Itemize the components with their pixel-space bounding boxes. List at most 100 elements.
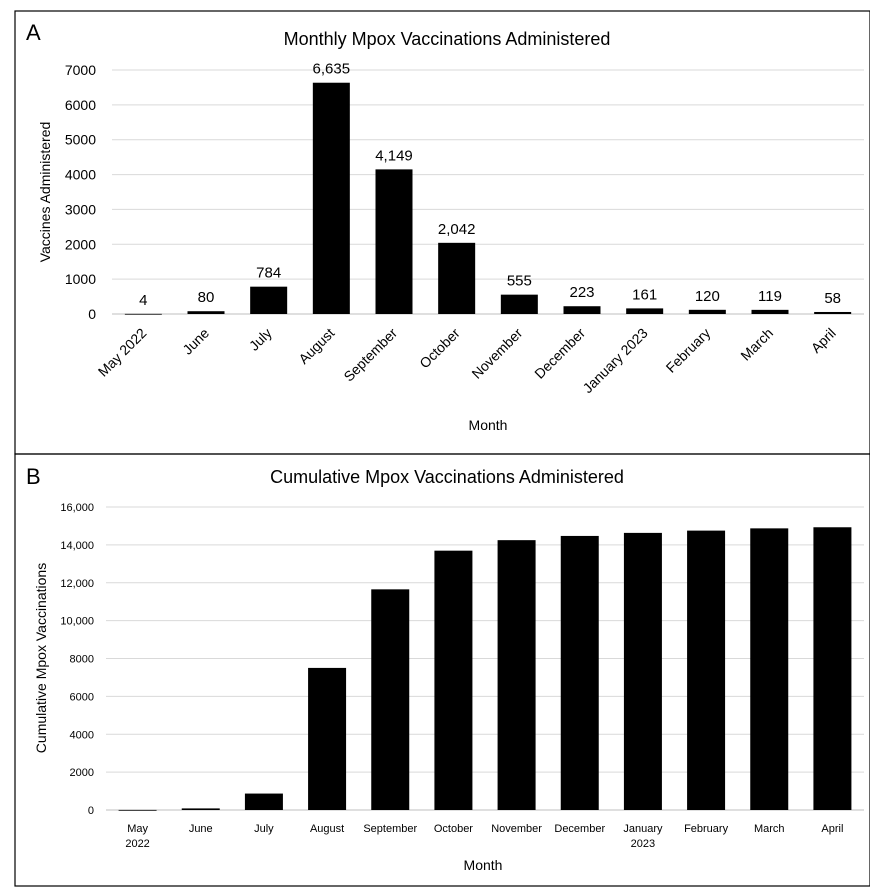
panel-a-data-label: 80: [198, 289, 215, 306]
panel-a-x-tick-label: September: [340, 325, 400, 385]
panel-b-bar: [750, 528, 789, 810]
panel-a-data-label: 223: [569, 284, 594, 301]
panel-a-bar: [187, 311, 225, 314]
panel-b-x-tick-label: January 2023: [623, 823, 663, 850]
panel-b-bar: [434, 550, 473, 810]
panel-b-x-tick-line: August: [310, 823, 344, 835]
panel-b-y-tick-label: 14,000: [60, 540, 94, 552]
panel-a-bar: [124, 313, 162, 315]
panel-a-bar: [438, 242, 476, 314]
panel-b-label: B: [26, 464, 41, 489]
panel-a-y-tick-label: 3000: [65, 201, 96, 217]
panel-b-bar: [623, 532, 662, 810]
panel-a-y-axis-title: Vaccines Administered: [37, 122, 53, 263]
panel-a-y-tick-label: 0: [88, 306, 96, 322]
panel-a-data-label: 120: [695, 288, 720, 305]
panel-b-y-axis-title: Cumulative Mpox Vaccinations: [33, 563, 49, 753]
panel-b-y-tick-label: 16,000: [60, 502, 94, 514]
panel-b-x-tick-line: April: [821, 823, 843, 835]
panel-a-label: A: [26, 20, 41, 45]
panel-b-x-tick-label: March: [754, 823, 785, 835]
panel-a-y-tick-label: 7000: [65, 62, 96, 78]
panel-b-x-tick-line: 2023: [631, 838, 655, 850]
panel-a-y-tick-label: 4000: [65, 167, 96, 183]
panel-b-y-tick-label: 2000: [70, 767, 94, 779]
panel-a-x-axis-title: Month: [469, 417, 508, 433]
panel-a-data-label: 119: [758, 288, 782, 305]
panel-b-y-tick-label: 6000: [70, 691, 94, 703]
panel-b-x-tick-line: 2022: [125, 838, 149, 850]
panel-b-x-tick-label: June: [189, 823, 213, 835]
panel-b-bar: [687, 530, 726, 810]
panel-a-bar: [500, 294, 538, 314]
panel-b-y-tick-label: 4000: [70, 729, 94, 741]
panel-b-x-tick-label: May 2022: [125, 823, 149, 850]
panel-b-bar: [813, 527, 852, 810]
panel-a-data-label: 4,149: [375, 147, 413, 164]
panel-b-y-tick-label: 8000: [70, 654, 94, 666]
panel-b-x-tick-line: July: [254, 823, 274, 835]
panel-b-bar: [244, 793, 283, 810]
panel-a-y-tick-label: 5000: [65, 132, 96, 148]
panel-b-bar: [371, 589, 410, 810]
panel-b-x-tick-label: December: [554, 823, 605, 835]
panel-b-bar: [181, 808, 220, 810]
panel-a-bar: [751, 309, 789, 314]
panel-b-x-tick-label: April: [821, 823, 843, 835]
panel-a-bar: [312, 82, 350, 314]
panel-b-x-axis-title: Month: [464, 857, 503, 873]
panel-a-x-tick-label: June: [179, 325, 212, 358]
panel-b-bar: [560, 535, 599, 810]
panel-b-x-tick-label: August: [310, 823, 344, 835]
panel-b-bar: [308, 667, 347, 810]
panel-a-bar: [688, 309, 726, 314]
panel-a-data-label: 161: [632, 286, 657, 303]
panel-b-x-tick-line: December: [554, 823, 605, 835]
panel-b-x-tick-line: March: [754, 823, 785, 835]
panel-a-plot: 0 1000 2000 3000 4000 5000 6000 7000 4 May 2022 80…: [65, 61, 864, 396]
panel-b-x-tick-line: May: [127, 823, 148, 835]
panel-b-x-tick-line: November: [491, 823, 542, 835]
panel-a-data-label: 4: [139, 292, 147, 309]
panel-a-bar: [375, 169, 413, 314]
panel-b-bar: [497, 540, 536, 810]
panel-b-bar: [118, 809, 157, 811]
panel-b-plot: 0 2000 4000 6000 8000 10,000 12,000 14,000 16,00…: [60, 502, 864, 850]
panel-a-bar: [626, 308, 664, 314]
panel-a-x-tick-label: March: [737, 325, 776, 364]
panel-a-y-tick-label: 1000: [65, 271, 96, 287]
panel-a-y-tick-label: 2000: [65, 236, 96, 252]
panel-b-x-tick-line: September: [363, 823, 417, 835]
panel-a-x-tick-label: January 2023: [579, 325, 650, 396]
panel-a-x-tick-label: August: [295, 325, 337, 367]
panel-a-x-tick-label: February: [663, 325, 714, 376]
panel-b-y-tick-label: 0: [88, 805, 94, 817]
panel-a-x-tick-label: October: [416, 325, 463, 372]
panel-a-y-tick-label: 6000: [65, 97, 96, 113]
panel-a-data-label: 784: [256, 265, 281, 282]
panel-a-data-label: 58: [824, 290, 841, 307]
panel-a-bar: [814, 311, 852, 314]
panel-b-x-tick-label: October: [434, 823, 473, 835]
panel-a-x-tick-label: November: [468, 325, 525, 382]
panel-b-title: Cumulative Mpox Vaccinations Administere…: [270, 467, 624, 487]
panel-b-border: [14, 453, 870, 887]
panel-a-bar: [563, 306, 601, 314]
panel-b-x-tick-line: June: [189, 823, 213, 835]
panel-a-x-tick-label: December: [531, 325, 588, 382]
panel-a-data-label: 6,635: [313, 61, 351, 78]
panel-a-data-label: 555: [507, 273, 532, 290]
panel-b-x-tick-line: October: [434, 823, 473, 835]
panel-b-x-tick-label: February: [684, 823, 729, 835]
panel-b-x-tick-label: July: [254, 823, 274, 835]
panel-a-data-label: 2,042: [438, 221, 476, 238]
panel-a-x-tick-label: July: [246, 325, 275, 354]
panel-a-title: Monthly Mpox Vaccinations Administered: [284, 29, 611, 49]
panel-a-x-tick-label: April: [808, 325, 839, 356]
panel-b-y-tick-label: 12,000: [60, 578, 94, 590]
panel-b-y-tick-label: 10,000: [60, 616, 94, 628]
panel-b-x-tick-label: September: [363, 823, 417, 835]
panel-b-x-tick-line: February: [684, 823, 729, 835]
